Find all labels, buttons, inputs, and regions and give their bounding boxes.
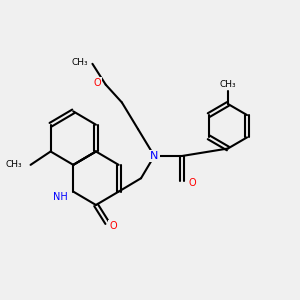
Text: N: N — [150, 151, 158, 161]
Text: O: O — [109, 221, 117, 231]
Text: CH₃: CH₃ — [5, 160, 22, 169]
Text: CH₃: CH₃ — [220, 80, 236, 89]
Text: CH₃: CH₃ — [71, 58, 88, 67]
Text: O: O — [188, 178, 196, 188]
Text: O: O — [94, 78, 101, 88]
Text: NH: NH — [53, 192, 68, 202]
